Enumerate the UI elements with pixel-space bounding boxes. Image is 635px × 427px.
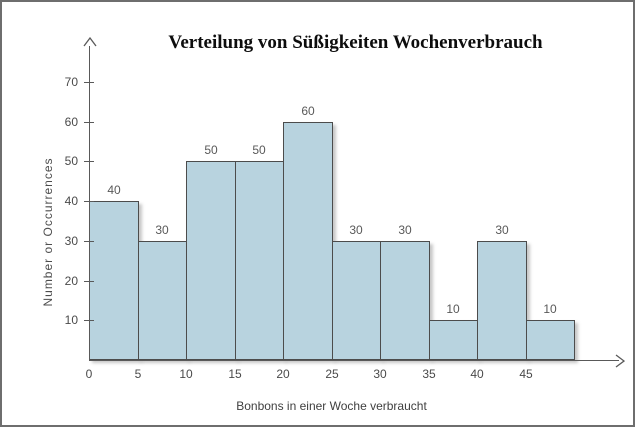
bar-value-label: 60 (301, 104, 315, 118)
histogram-bar (526, 320, 575, 360)
histogram-bar (283, 122, 333, 360)
x-axis-arrow-icon (615, 354, 625, 368)
chart-title: Verteilung von Süßigkeiten Wochenverbrau… (168, 32, 543, 53)
x-tick-label: 10 (179, 367, 193, 381)
histogram-bar (138, 241, 187, 360)
x-tick-label: 5 (134, 367, 142, 381)
histogram-bar (380, 241, 430, 360)
x-axis (89, 360, 619, 361)
bar-value-label: 50 (252, 143, 266, 157)
histogram-bar (429, 320, 478, 360)
histogram-bar (332, 241, 381, 360)
bar-value-label: 10 (543, 302, 557, 316)
x-tick-label: 15 (228, 367, 242, 381)
bar-value-label: 30 (398, 223, 412, 237)
bar-value-label: 10 (446, 302, 460, 316)
y-tick-label: 50 (64, 154, 78, 168)
x-tick-label: 40 (470, 367, 484, 381)
y-tick-label: 20 (64, 274, 78, 288)
x-tick-label: 30 (373, 367, 387, 381)
x-tick-label: 25 (325, 367, 339, 381)
y-tick-label: 70 (64, 75, 78, 89)
y-axis (89, 46, 90, 360)
histogram-bar (89, 201, 139, 360)
y-tick-label: 30 (64, 234, 78, 248)
bar-value-label: 30 (495, 223, 509, 237)
x-tick-label: 20 (276, 367, 290, 381)
histogram-bar (477, 241, 527, 360)
y-tick-label: 60 (64, 115, 78, 129)
histogram-bar (186, 161, 236, 360)
y-axis-arrow-icon (83, 37, 97, 47)
x-tick-label: 45 (519, 367, 533, 381)
x-axis-label: Bonbons in einer Woche verbraucht (236, 399, 427, 413)
x-tick-label: 35 (422, 367, 436, 381)
bar-value-label: 30 (155, 223, 169, 237)
y-tick-label: 10 (64, 313, 78, 327)
histogram-bar (235, 161, 284, 360)
bar-value-label: 30 (349, 223, 363, 237)
bar-value-label: 40 (107, 183, 121, 197)
bar-value-label: 50 (204, 143, 218, 157)
y-tick-label: 40 (64, 194, 78, 208)
x-tick-label: 0 (85, 367, 93, 381)
